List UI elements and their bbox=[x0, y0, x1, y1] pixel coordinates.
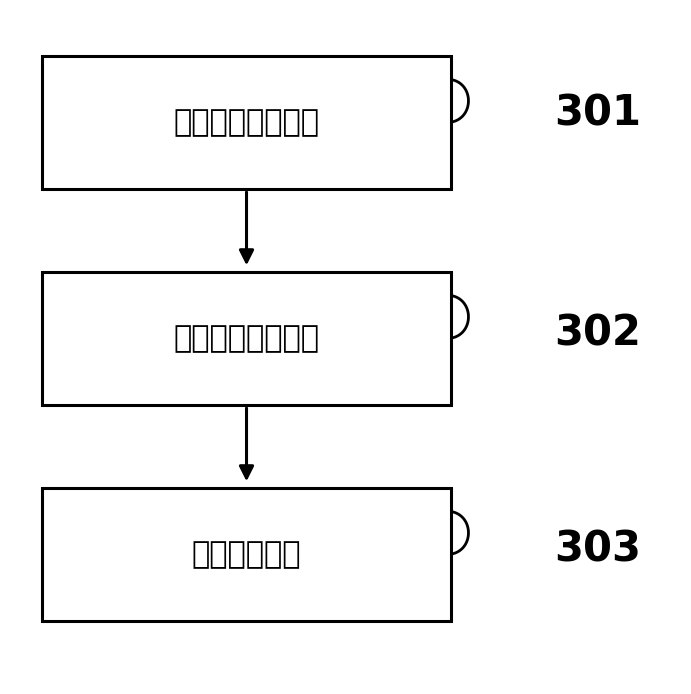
Bar bbox=[41, 271, 451, 405]
Text: 实际电压获取模块: 实际电压获取模块 bbox=[173, 108, 319, 137]
Bar bbox=[41, 488, 451, 621]
Text: 302: 302 bbox=[555, 312, 641, 354]
Text: 301: 301 bbox=[555, 93, 641, 135]
Text: 理论电压获取模块: 理论电压获取模块 bbox=[173, 324, 319, 353]
Text: 303: 303 bbox=[555, 528, 641, 570]
Bar bbox=[41, 56, 451, 189]
Text: 错误检测模块: 错误检测模块 bbox=[192, 540, 301, 569]
